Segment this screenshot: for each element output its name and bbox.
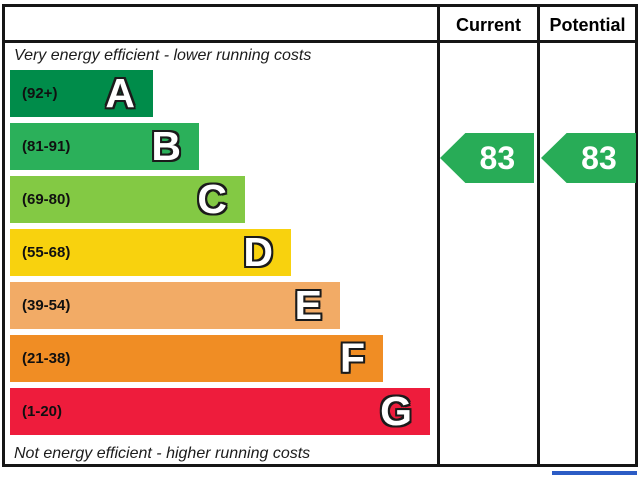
band-range-label: (55-68) xyxy=(22,244,71,261)
potential-rating-arrow: 83 xyxy=(541,133,636,183)
potential-column-divider xyxy=(537,7,540,464)
rating-band: (39-54) E xyxy=(10,282,340,329)
band-letter: G xyxy=(380,388,412,434)
rating-band: (21-38) F xyxy=(10,335,383,382)
potential-column-header: Potential xyxy=(549,15,626,35)
band-range-label: (69-80) xyxy=(22,191,71,208)
current-rating-value: 83 xyxy=(479,139,516,176)
band-range-label: (92+) xyxy=(22,85,58,102)
cropped-blue-bar xyxy=(552,471,637,475)
current-column-divider xyxy=(437,7,440,464)
rating-band: (69-80) C xyxy=(10,176,245,223)
band-range-label: (1-20) xyxy=(22,403,63,420)
rating-band: (81-91) B xyxy=(10,123,199,170)
band-letter: F xyxy=(339,335,365,381)
header-divider xyxy=(5,40,635,43)
rating-table: Current Potential Very energy efficient … xyxy=(2,4,638,467)
band-letter: E xyxy=(294,282,322,328)
band-letter: C xyxy=(197,176,227,222)
bottom-caption: Not energy efficient - higher running co… xyxy=(14,445,311,462)
rating-band: (1-20) G xyxy=(10,388,430,435)
band-range-label: (39-54) xyxy=(22,297,71,314)
top-caption: Very energy efficient - lower running co… xyxy=(14,47,312,64)
band-range-label: (81-91) xyxy=(22,138,71,155)
rating-band: (55-68) D xyxy=(10,229,291,276)
band-letter: A xyxy=(105,70,135,116)
band-letter: D xyxy=(243,229,273,275)
current-rating-arrow: 83 xyxy=(440,133,534,183)
rating-band: (92+) A xyxy=(10,70,153,117)
current-column-header: Current xyxy=(455,15,521,35)
band-range-label: (21-38) xyxy=(22,350,71,367)
potential-rating-value: 83 xyxy=(581,139,617,176)
band-letter: B xyxy=(151,123,181,169)
